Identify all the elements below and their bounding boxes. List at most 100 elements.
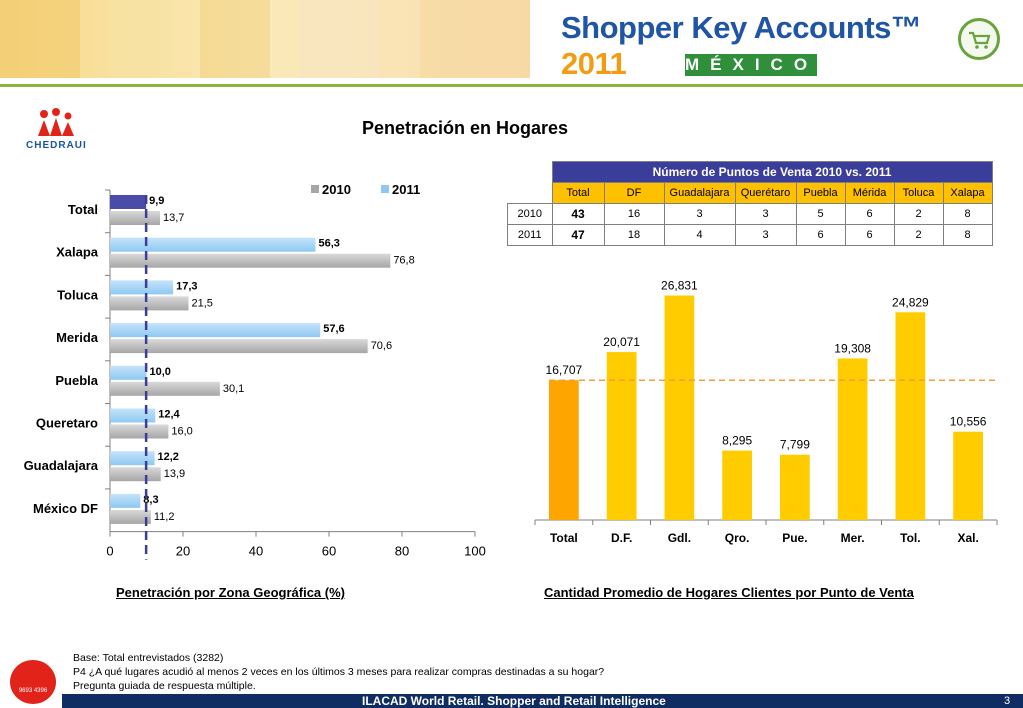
x-tick-label: Total	[550, 531, 578, 545]
category-label: Guadalajara	[24, 458, 99, 473]
brand-year: 2011	[561, 46, 627, 81]
table-corner	[508, 162, 553, 183]
data-label-2010: 16,0	[171, 426, 192, 438]
table-col-header: Toluca	[893, 182, 944, 204]
left-chart-caption: Penetración por Zona Geográfica (%)	[116, 585, 345, 600]
x-tick-label: Pue.	[782, 531, 807, 545]
table-row: 2011 47 18 4 3 6 6 2 8	[507, 224, 993, 246]
bar-2011	[110, 195, 147, 209]
table-cell: 8	[942, 203, 993, 225]
data-label-2010: 30,1	[223, 383, 244, 395]
legend: 2010 2011	[311, 182, 420, 197]
data-label-2011: 57,6	[323, 323, 344, 335]
table-cell: 4	[663, 224, 736, 246]
chedraui-figures-icon	[38, 108, 74, 136]
x-tick-label: Tol.	[900, 531, 920, 545]
bar-2011	[110, 365, 147, 380]
data-label-2011: 56,3	[318, 238, 339, 250]
bar-2011	[110, 493, 141, 508]
category-label: México DF	[33, 501, 98, 516]
legend-swatch-2011	[381, 185, 389, 193]
table-cell: 18	[603, 224, 665, 246]
data-label: 24,829	[892, 295, 929, 309]
legend-swatch-2010	[311, 185, 319, 193]
bar-2010	[110, 339, 368, 354]
chedraui-logo: CHEDRAUI	[26, 108, 126, 154]
bar-2011	[110, 280, 174, 295]
footer-text: ILACAD World Retail. Shopper and Retail …	[362, 694, 666, 708]
x-tick-label: D.F.	[611, 531, 632, 545]
data-label-2010: 76,8	[393, 255, 414, 267]
bar-2010	[110, 253, 391, 268]
right-chart-caption: Cantidad Promedio de Hogares Clientes po…	[544, 585, 914, 600]
category-label: Queretaro	[36, 416, 98, 431]
logo-text: CHEDRAUI	[26, 140, 87, 151]
table-row-label: 2010	[507, 203, 553, 225]
data-label: 8,295	[722, 434, 752, 448]
data-label-2010: 13,7	[163, 212, 184, 224]
footnote: Base: Total entrevistados (3282) P4 ¿A q…	[73, 651, 604, 693]
table-cell: 3	[734, 224, 797, 246]
households-bar-chart: 16,707 Total 20,071 D.F. 26,831 Gdl. 8,295 Qro.…	[534, 279, 998, 545]
x-tick-label: Xal.	[957, 531, 978, 545]
bar-2010	[110, 424, 169, 439]
ilacad-badge-icon	[10, 660, 56, 704]
footnote-note: Pregunta guiada de respuesta múltiple.	[73, 680, 256, 692]
data-label-2011: 12,2	[158, 451, 179, 463]
category-label: Xalapa	[56, 245, 99, 260]
bar	[606, 352, 637, 520]
x-tick-label: 60	[322, 544, 336, 559]
table-cell: 47	[551, 224, 605, 246]
data-label: 19,308	[834, 341, 871, 355]
table-cell: 3	[734, 203, 797, 225]
category-label: Toluca	[57, 287, 99, 302]
bar	[895, 312, 926, 520]
data-label-2011: 17,3	[176, 280, 197, 292]
table-cell: 16	[603, 203, 665, 225]
bar	[780, 454, 810, 520]
x-tick-label: 80	[395, 544, 409, 559]
data-label-2011: 12,4	[158, 409, 180, 421]
table-cell: 3	[663, 203, 736, 225]
x-tick-label: Gdl.	[668, 531, 691, 545]
bar-2010	[110, 296, 189, 311]
category-label: Merida	[56, 330, 99, 345]
footnote-question: P4 ¿A qué lugares acudió al menos 2 vece…	[73, 666, 605, 678]
brand-logo: Shopper Key Accounts™ 2011 MÉXICO	[555, 6, 955, 81]
data-label: 7,799	[780, 438, 810, 452]
header-photo-strip	[0, 0, 530, 78]
category-label: Total	[68, 202, 98, 217]
x-tick-label: 40	[249, 544, 263, 559]
footer-bar	[62, 694, 1023, 708]
data-label-2010: 21,5	[191, 297, 212, 309]
table-col-header: Total	[551, 182, 605, 204]
bar-2010	[110, 381, 220, 396]
legend-label-2011: 2011	[392, 182, 420, 197]
table-row-label: 2011	[507, 224, 553, 246]
x-tick-label: 20	[176, 544, 190, 559]
table-title: Número de Puntos de Venta 2010 vs. 2011	[551, 161, 993, 183]
brand-title: Shopper Key Accounts™ 2011	[561, 10, 955, 82]
table-row: 2010 43 16 3 3 5 6 2 8	[507, 203, 993, 225]
x-tick-label: 0	[106, 544, 113, 559]
table-cell: 6	[844, 203, 895, 225]
data-label: 16,707	[546, 363, 583, 377]
x-tick-label: Qro.	[725, 531, 750, 545]
bar-2011	[110, 451, 155, 466]
table-cell: 6	[795, 224, 846, 246]
table-header-row: Total DF Guadalajara Querétaro Puebla Mé…	[507, 182, 993, 204]
table-col-header: Puebla	[795, 182, 846, 204]
data-label: 20,071	[603, 335, 640, 349]
table-col-header: Guadalajara	[663, 182, 736, 204]
table-col-header: Mérida	[844, 182, 895, 204]
bar	[664, 295, 695, 520]
table-corner-2	[507, 182, 552, 204]
data-label: 26,831	[661, 279, 698, 293]
bar-2010	[110, 211, 161, 225]
table-cell: 43	[551, 203, 605, 225]
bar-2010	[110, 467, 161, 482]
table-cell: 5	[795, 203, 846, 225]
bar	[722, 450, 752, 520]
data-label-2010: 13,9	[164, 468, 185, 480]
data-label-2010: 70,6	[371, 340, 392, 352]
